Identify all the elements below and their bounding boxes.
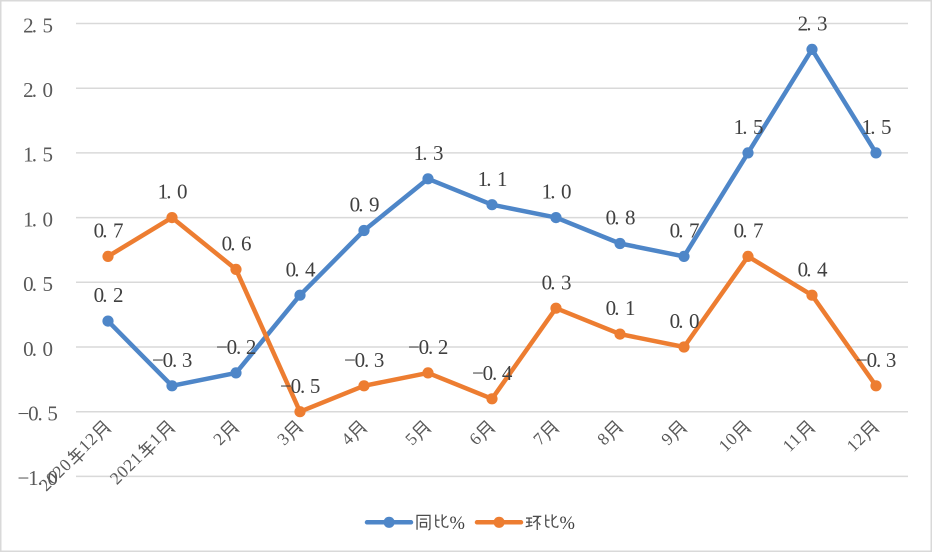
svg-text:−0.3: −0.3 [152, 348, 192, 372]
svg-text:−0.5: −0.5 [18, 402, 58, 426]
svg-text:−0.3: −0.3 [344, 348, 384, 372]
svg-text:−0.3: −0.3 [856, 348, 896, 372]
svg-text:−0.4: −0.4 [472, 361, 513, 385]
svg-text:−0.2: −0.2 [216, 335, 256, 359]
svg-text:−1.0: −1.0 [18, 466, 58, 490]
svg-text:%: % [450, 514, 465, 534]
svg-text:%: % [560, 514, 575, 534]
svg-text:−0.2: −0.2 [408, 335, 448, 359]
svg-text:−0.5: −0.5 [280, 374, 320, 398]
